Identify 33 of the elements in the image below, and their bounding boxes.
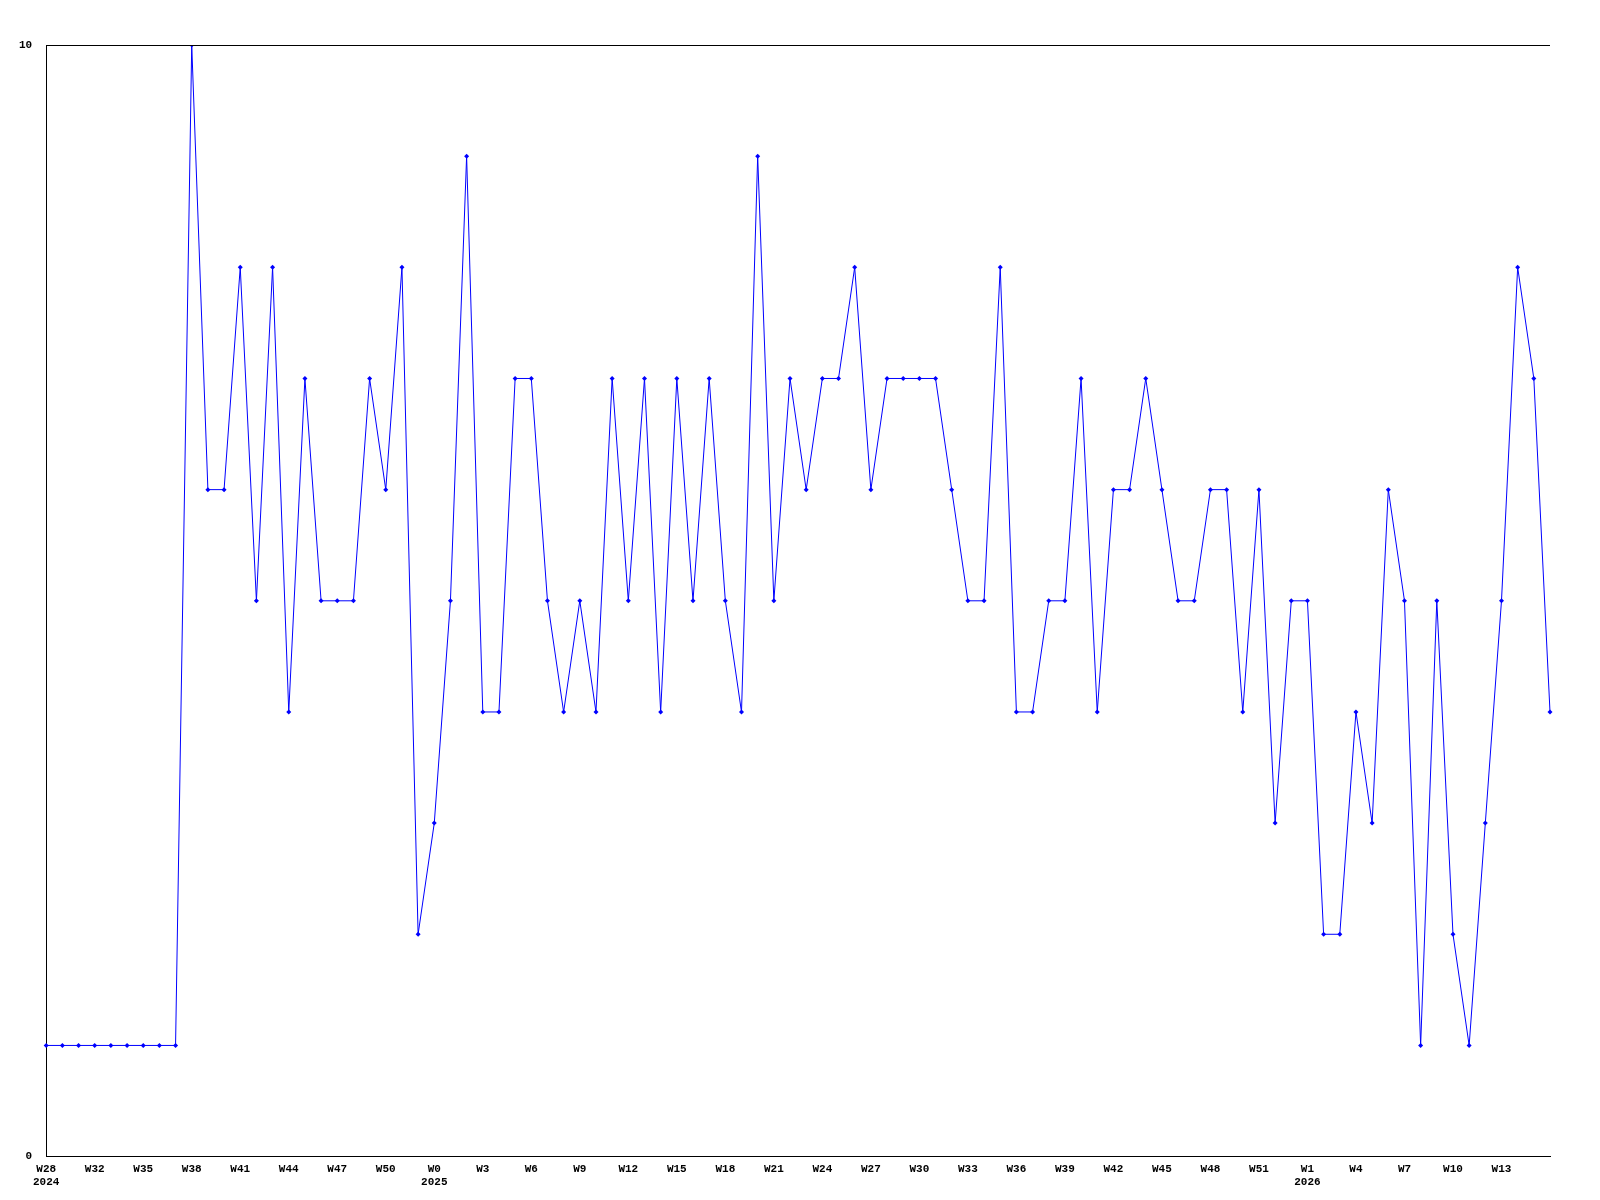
y-tick-label: 10 <box>19 38 33 51</box>
x-tick-label: W4 <box>1349 1162 1363 1175</box>
x-tick-label: W32 <box>84 1162 105 1175</box>
x-tick-label: W0 2025 <box>421 1162 448 1189</box>
x-tick-label: W15 <box>666 1162 688 1175</box>
x-tick-label: W51 <box>1249 1162 1270 1175</box>
x-tick-label: W7 <box>1397 1162 1412 1175</box>
x-tick-label: W47 <box>327 1162 348 1175</box>
x-tick-label: W41 <box>230 1162 251 1175</box>
x-tick-label: W9 <box>573 1162 587 1175</box>
x-tick-label: W21 <box>763 1162 785 1175</box>
x-tick-label: W42 <box>1103 1162 1124 1175</box>
x-tick-label: W28 2024 <box>33 1162 60 1189</box>
x-tick-label: W6 <box>524 1162 538 1175</box>
x-tick-label: W27 <box>860 1162 881 1175</box>
x-tick-label: W39 <box>1055 1162 1075 1175</box>
x-tick-label: W24 <box>812 1162 833 1175</box>
x-tick-label: W45 <box>1152 1162 1173 1175</box>
x-tick-label: W3 <box>476 1162 490 1175</box>
x-tick-label: W30 <box>909 1162 930 1175</box>
x-tick-label: W13 <box>1491 1162 1512 1175</box>
x-tick-label: W1 2026 <box>1294 1162 1321 1189</box>
x-tick-label: W48 <box>1200 1162 1221 1175</box>
x-tick-label: W35 <box>133 1162 154 1175</box>
x-tick-label: W50 <box>375 1162 396 1175</box>
x-tick-label: W33 <box>957 1162 979 1175</box>
x-tick-label: W44 <box>278 1162 300 1175</box>
y-tick-label: 0 <box>25 1150 33 1163</box>
x-tick-label: W36 <box>1006 1162 1027 1175</box>
x-tick-label: W18 <box>715 1162 736 1175</box>
x-tick-label: W10 <box>1443 1162 1463 1175</box>
x-tick-label: W12 <box>618 1162 639 1175</box>
x-tick-label: W38 <box>181 1162 203 1175</box>
